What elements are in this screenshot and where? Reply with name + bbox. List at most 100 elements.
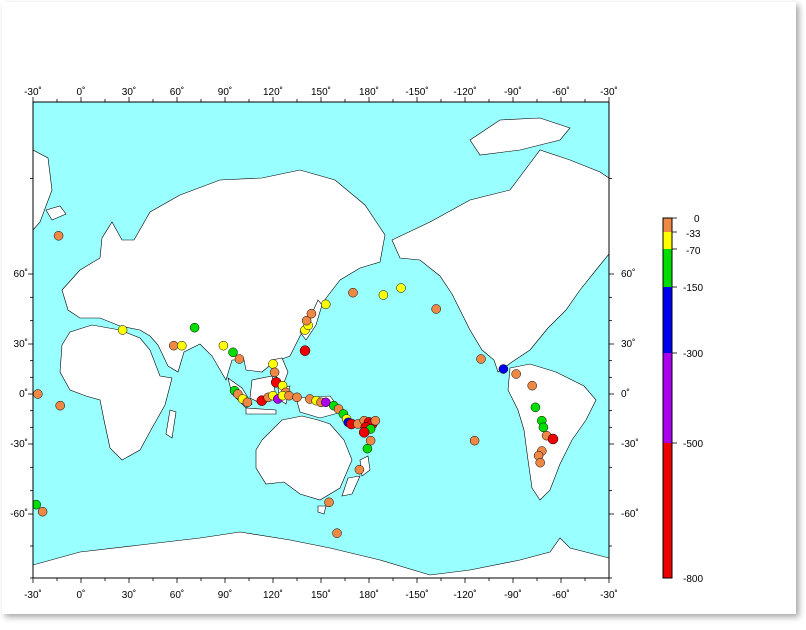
land-madagascar [165,409,177,439]
bottom-lon-label: 180˚ [359,589,379,601]
depth-legend-band [663,287,672,353]
right-lat-label: 0˚ [621,388,630,400]
earthquake-marker [396,283,406,293]
top-lon-label: 120˚ [263,86,283,98]
left-lat-label: -30˚ [10,438,28,450]
bottom-lon-label: 30˚ [122,589,136,601]
depth-legend-label: -33 [686,229,701,240]
depth-legend-border [662,217,673,579]
land-new-zealand-s [341,475,361,497]
bottom-longitude-labels: -30˚ 0˚ 30˚ 60˚ 90˚ 120˚ 150˚ 180˚ -150˚… [24,589,618,601]
left-lat-label: 0˚ [19,388,28,400]
land-iceland [45,205,67,221]
right-latitude-labels: 60˚ 30˚ 0˚ -30˚ -60˚ [621,268,639,520]
earthquake-marker [527,380,537,391]
earthquake-marker [476,354,486,364]
earthquake-marker [242,397,253,408]
bottom-lon-label: 0˚ [77,589,86,601]
earthquake-marker [306,308,317,319]
depth-legend-label: 0 [694,214,700,225]
earthquake-marker [498,364,509,374]
earthquake-marker [538,422,549,433]
bottom-lon-label: 120˚ [263,589,283,601]
land-australia [255,415,353,501]
earthquake-marker [234,354,245,364]
bottom-lon-label: 90˚ [218,589,232,601]
earthquake-marker [269,367,280,378]
depth-legend-band [663,249,672,287]
earthquake-markers [33,231,559,538]
earthquake-marker [218,340,229,351]
earthquake-marker [332,528,342,538]
land-greenland-west [33,149,53,231]
land-south-america [507,363,597,501]
bottom-lon-label: 60˚ [170,589,184,601]
depth-legend-band [663,218,672,232]
earthquake-marker [358,427,370,438]
earthquake-marker [299,345,311,356]
bottom-lon-label: -60˚ [552,589,570,601]
depth-legend-label: -800 [683,574,703,585]
earthquake-marker [530,402,541,413]
left-lat-label: -60˚ [10,508,28,520]
earthquake-marker [321,299,331,310]
earthquake-marker [33,389,43,399]
earthquake-marker [169,340,179,351]
depth-legend: 0 -33 -70 -150 -300 -500 -800 [662,214,703,585]
earthquake-marker [547,433,559,445]
bottom-lon-label: 150˚ [311,589,331,601]
land-tasmania [317,505,327,515]
earthquake-marker [370,415,381,426]
earthquake-marker [292,392,302,403]
right-lat-label: 60˚ [621,268,635,280]
bottom-lon-label: -30˚ [600,589,618,601]
earthquake-marker [301,315,312,326]
earthquake-marker [535,457,545,468]
earthquake-marker [324,497,334,508]
earthquake-marker [177,340,187,351]
depth-legend-label: -500 [683,439,703,450]
earthquake-marker [469,435,480,446]
left-latitude-labels: 60˚ 30˚ 0˚ -30˚ -60˚ [10,268,28,520]
earthquake-marker [284,390,294,401]
bottom-lon-label: -150˚ [405,589,428,601]
top-lon-label: -30˚ [600,86,618,98]
land-antarctica [33,531,609,578]
top-longitude-labels: -30˚ 0˚ 30˚ 60˚ 90˚ 120˚ 150˚ 180˚ -150˚… [24,86,618,98]
earthquake-marker [55,400,65,411]
top-lon-label: 180˚ [359,86,379,98]
map-ticks [28,97,614,583]
earthquake-marker [117,325,128,335]
top-lon-label: -120˚ [453,86,476,98]
right-lat-label: -60˚ [621,508,639,520]
top-lon-label: -90˚ [504,86,522,98]
earthquake-marker [189,322,200,333]
earthquake-marker [354,464,365,475]
depth-legend-bands [663,217,677,578]
top-lon-label: -30˚ [24,86,42,98]
top-lon-label: 0˚ [77,86,86,98]
land-arctic-islands [469,117,571,156]
top-lon-label: 30˚ [122,86,136,98]
earthquake-marker [228,347,238,358]
top-lon-label: -150˚ [405,86,428,98]
right-lat-label: -30˚ [621,438,639,450]
top-lon-label: 150˚ [311,86,331,98]
top-lon-label: 60˚ [170,86,184,98]
earthquake-marker [511,369,521,379]
left-lat-label: 30˚ [14,338,28,350]
earthquake-marker [365,435,376,446]
earthquake-marker [321,397,331,408]
bottom-lon-label: -90˚ [504,589,522,601]
depth-legend-band [663,353,672,443]
depth-legend-band [663,232,672,249]
top-lon-label: 90˚ [218,86,232,98]
depth-legend-label: -300 [683,349,703,360]
depth-legend-label: -150 [683,283,703,294]
earthquake-marker [33,499,41,510]
top-lon-label: -60˚ [552,86,570,98]
earthquake-marker [37,506,48,517]
earthquake-marker [378,290,389,300]
earthquake-marker [431,304,441,314]
